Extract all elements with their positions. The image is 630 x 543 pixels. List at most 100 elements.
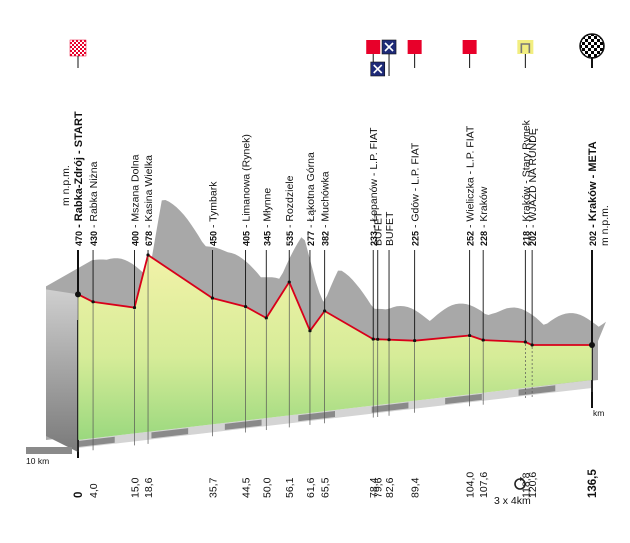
waypoint-label: 470 - Rabka-Zdrój - START [73,111,85,246]
distance-label: 50,0 [261,477,273,498]
red-square-icon [462,40,477,68]
waypoint-dot [287,280,291,284]
waypoint-dot [371,337,375,341]
profile-fill [78,255,592,440]
distance-label: 120,6 [527,472,539,498]
finish-checker-icon [579,33,605,68]
road-dash [518,385,556,396]
distance-label: 15,0 [129,477,141,498]
loop-gate-icon [517,40,534,68]
checker-flag-icon [69,39,87,68]
waypoint-dot [243,305,248,309]
distance-label: 82,6 [384,477,396,498]
road-dash [371,402,409,413]
waypoint-name: WJAZD NA RUNDĘ [527,128,539,221]
waypoint-name: Limanowa (Rynek) [241,134,253,222]
leader-lines [75,250,595,452]
loop-note-text: 3 x 4km [494,495,531,507]
distance-label: 136,5 [587,469,599,498]
distance-label: 4,0 [88,483,100,498]
distance-labels: 0 4,0 15,0 18,6 35,7 44,5 50,0 56,1 61,6 65,5 78,4… [73,469,599,498]
waypoint-altitude: 252 [466,231,476,246]
waypoint-altitude: 382 [321,231,331,246]
waypoint-icons [69,33,605,77]
distance-label: 79,6 [373,477,385,498]
waypoint-name: Rozdziele [284,175,296,221]
waypoint-dot [264,316,268,320]
waypoint-name: Kraków [478,186,490,221]
waypoint-label: 225 - Gdów - L.P. FIAT [410,142,422,246]
waypoint-dot [308,329,312,333]
waypoint-altitude: 202 [528,231,538,246]
waypoint-label: 218 - Kraków - Stary Rynek [520,119,532,246]
distance-label: 56,1 [284,477,296,498]
waypoint-label: 345 - Młynne [261,188,273,246]
waypoint-dot [132,305,137,310]
waypoint-label: 405 - Limanowa (Rynek) [241,134,253,246]
scale-bar: 10 km [26,447,72,466]
waypoint-altitude: 430 [89,231,99,246]
road-dash [151,428,189,439]
feed-zone-icon [381,39,397,76]
profile-side-wall [46,289,78,452]
finish-unit-label: m n.p.m. [599,205,611,246]
waypoint-altitude: 228 [479,231,489,246]
waypoint-dot [91,300,95,304]
distance-label: 104,0 [465,472,477,498]
waypoint-altitude: 400 [130,231,140,246]
waypoint-altitude: 218 [521,231,531,246]
waypoint-label: 382 - Muchówka [320,171,332,246]
waypoint-label: 228 - Kraków [478,186,490,246]
waypoint-dot [387,338,391,342]
feed-zone-icon [370,61,386,77]
waypoint-dot [589,342,595,348]
waypoint-dot [210,296,215,300]
road-dash [298,411,335,422]
road-dash [224,419,262,430]
waypoint-altitude: 450 [208,231,218,246]
waypoint-label: 252 - Wieliczka - L.P. FIAT [465,125,477,246]
distance-label: 61,6 [305,477,317,498]
waypoint-altitude: 233 [369,231,379,246]
distance-label: 65,5 [320,477,332,498]
waypoint-dot [376,337,380,341]
loop-note: 3 x 4km [494,477,531,507]
distance-label: 107,6 [478,472,490,498]
waypoint-dot [523,340,527,344]
waypoint-name: Tymbark [207,181,219,222]
waypoint-altitude: 225 [411,231,421,246]
waypoint-dot [481,338,485,342]
road-dash [78,436,115,447]
waypoint-name: Gdów - L.P. FIAT [410,142,422,222]
waypoint-dot [75,291,81,298]
waypoint-dot [530,343,534,347]
waypoint-label: 535 - Rozdziele [284,175,296,246]
waypoint-altitude: 678 [144,231,154,246]
distance-label: 35,7 [207,477,219,498]
waypoint-name: Wieliczka - L.P. FIAT [465,125,477,221]
distance-label: 44,5 [241,477,253,498]
waypoint-dot [146,253,150,257]
km-unit-label: km [593,408,604,418]
red-square-icon [407,40,422,68]
waypoint-name: Kasina Wielka [143,155,155,222]
waypoint-label: 202 - Kraków - META [587,141,599,246]
distance-label: 0 [73,492,85,498]
waypoint-label: 202 - WJAZD NA RUNDĘ [527,128,539,246]
waypoint-name: Kraków - Stary Rynek [520,119,532,221]
waypoint-altitude: 345 [262,231,272,246]
waypoint-label: 678 - Kasina Wielka [143,155,155,246]
start-unit-label: m n.p.m. [60,165,72,206]
waypoint-name: Rabka Niżna [88,161,100,221]
waypoint-label: BUFET [384,211,396,246]
waypoint-altitude: 535 [285,231,295,246]
road-dash [445,393,482,405]
scale-bar-rect [26,447,72,454]
distance-label: 78,4 [368,477,380,498]
km-unit: km [593,408,604,418]
road-strip [78,380,592,448]
waypoint-name: Kraków - META [587,141,599,221]
